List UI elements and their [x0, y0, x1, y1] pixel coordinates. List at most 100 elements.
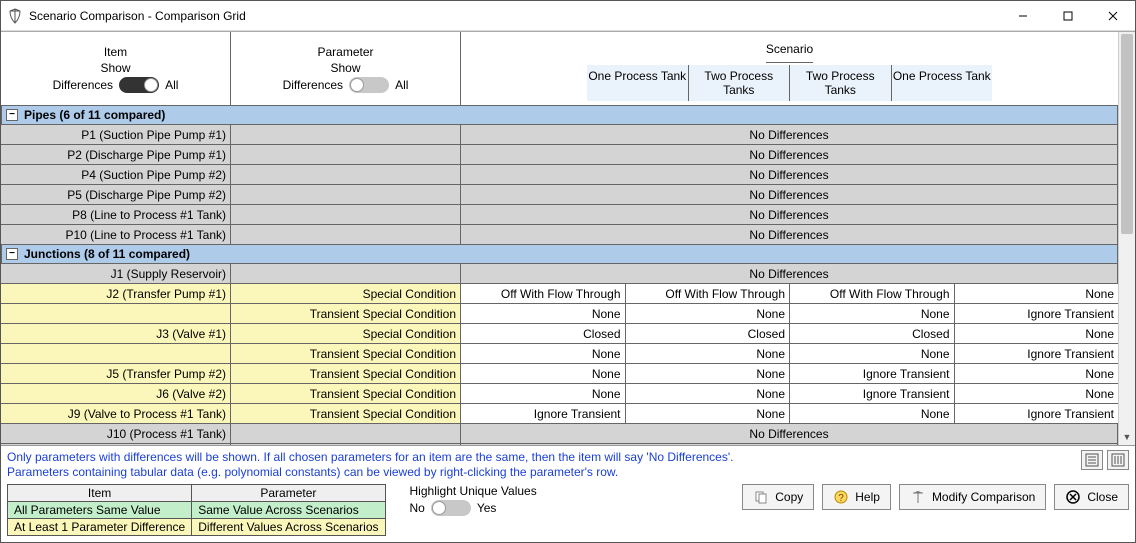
- value-cell: Off With Flow Through: [790, 284, 955, 303]
- expander-icon[interactable]: −: [6, 248, 18, 260]
- maximize-button[interactable]: [1045, 1, 1090, 30]
- legend-h1: Item: [8, 485, 192, 502]
- param-cell: Transient Special Condition: [231, 384, 461, 403]
- table-row: J1 (Supply Reservoir) No Differences: [1, 264, 1118, 284]
- value-cell: None: [626, 404, 791, 423]
- copy-icon: [753, 489, 769, 505]
- table-row: J10 (Process #1 Tank)No Differences: [1, 424, 1118, 444]
- param-cell: Special Condition: [231, 284, 461, 303]
- item-cell: [1, 304, 231, 323]
- legend-r2c2: Different Values Across Scenarios: [192, 519, 385, 536]
- highlight-no: No: [410, 501, 425, 515]
- svg-text:?: ?: [838, 493, 844, 504]
- header-parameter: Parameter Show Differences All: [231, 32, 461, 105]
- vertical-scrollbar[interactable]: ▲ ▼: [1118, 32, 1135, 445]
- legend-r2c1: At Least 1 Parameter Difference: [8, 519, 192, 536]
- value-cell: Ignore Transient: [955, 404, 1119, 423]
- table-row: J3 (Valve #1)Special Condition ClosedClos…: [1, 324, 1118, 344]
- nodiff-cell: No Differences: [461, 225, 1118, 244]
- nodiff-cell: No Differences: [461, 165, 1118, 184]
- value-cell: None: [955, 284, 1119, 303]
- scenario-column-header[interactable]: Two Process Tanks: [689, 65, 791, 101]
- value-cell: None: [626, 304, 791, 323]
- item-show-differences-label: Differences: [53, 78, 113, 92]
- highlight-yes: Yes: [477, 501, 497, 515]
- window-title: Scenario Comparison - Comparison Grid: [29, 9, 1000, 23]
- param-cell: Special Condition: [231, 324, 461, 343]
- scenario-column-header[interactable]: One Process Tank: [587, 65, 689, 101]
- value-cell: None: [461, 304, 626, 323]
- table-row: P1 (Suction Pipe Pump #1)No Differences: [1, 125, 1118, 145]
- table-row: J5 (Transfer Pump #2)Transient Special C…: [1, 364, 1118, 384]
- param-cell: [231, 125, 461, 144]
- item-cell: P5 (Discharge Pipe Pump #2): [1, 185, 231, 204]
- minimize-button[interactable]: [1000, 1, 1045, 30]
- parameter-show-toggle[interactable]: [349, 77, 389, 93]
- param-cell: [231, 145, 461, 164]
- nodiff-cell: No Differences: [461, 185, 1118, 204]
- nodiff-cell: No Differences: [461, 424, 1118, 443]
- value-cell: Ignore Transient: [955, 304, 1119, 323]
- close-button[interactable]: Close: [1054, 484, 1129, 510]
- item-cell: P8 (Line to Process #1 Tank): [1, 205, 231, 224]
- legend-table: ItemParameter All Parameters Same Value …: [7, 484, 386, 536]
- header-parameter-show: Show: [330, 61, 360, 75]
- item-cell: P10 (Line to Process #1 Tank): [1, 225, 231, 244]
- table-row: Transient Special ConditionNoneNoneNoneI…: [1, 304, 1118, 324]
- table-row: Transient Special ConditionNoneNoneNoneI…: [1, 344, 1118, 364]
- help-button-label: Help: [855, 490, 880, 504]
- table-row: P2 (Discharge Pipe Pump #1)No Difference…: [1, 145, 1118, 165]
- close-window-button[interactable]: [1090, 1, 1135, 30]
- nodiff-cell: No Differences: [461, 205, 1118, 224]
- param-cell: [231, 444, 461, 445]
- expand-icon-button[interactable]: [1107, 450, 1129, 470]
- value-cell: None: [626, 344, 791, 363]
- value-cell: None: [955, 384, 1119, 403]
- table-row: J9 (Valve to Process #1 Tank)Transient S…: [1, 404, 1118, 424]
- highlight-toggle[interactable]: [431, 500, 471, 516]
- scenario-column-header[interactable]: Two Process Tanks: [790, 65, 892, 101]
- item-cell: P4 (Suction Pipe Pump #2): [1, 165, 231, 184]
- help-icon: ?: [833, 489, 849, 505]
- value-cell: Closed: [790, 324, 955, 343]
- item-cell: J5 (Transfer Pump #2): [1, 364, 231, 383]
- modify-comparison-button[interactable]: Modify Comparison: [899, 484, 1046, 510]
- table-row: P10 (Line to Process #1 Tank) No Differen…: [1, 225, 1118, 245]
- grid-header: Item Show Differences All Parameter Show…: [1, 32, 1118, 106]
- info-text-1: Only parameters with differences will be…: [7, 450, 733, 465]
- item-show-all-label: All: [165, 78, 178, 92]
- highlight-label: Highlight Unique Values: [410, 484, 537, 498]
- app-window: Scenario Comparison - Comparison Grid It…: [0, 0, 1136, 543]
- item-cell: J9 (Valve to Process #1 Tank): [1, 404, 231, 423]
- group-label: Junctions (8 of 11 compared): [24, 247, 190, 261]
- param-cell: [231, 165, 461, 184]
- content-area: Item Show Differences All Parameter Show…: [1, 31, 1135, 445]
- value-cell: Closed: [626, 324, 791, 343]
- item-show-toggle[interactable]: [119, 77, 159, 93]
- item-cell: J6 (Valve #2): [1, 384, 231, 403]
- legend-r1c1: All Parameters Same Value: [8, 502, 192, 519]
- expander-icon[interactable]: −: [6, 109, 18, 121]
- item-cell: [1, 344, 231, 363]
- help-button[interactable]: ? Help: [822, 484, 891, 510]
- item-cell: J1 (Supply Reservoir): [1, 264, 231, 283]
- item-cell: J3 (Valve #1): [1, 324, 231, 343]
- param-cell: Transient Special Condition: [231, 404, 461, 423]
- copy-button[interactable]: Copy: [742, 484, 814, 510]
- close-button-label: Close: [1087, 490, 1118, 504]
- item-cell: J11 (Process #2 Tank): [1, 444, 231, 445]
- scrollbar-thumb[interactable]: [1121, 34, 1133, 234]
- scenario-column-header[interactable]: One Process Tank: [892, 65, 993, 101]
- modify-icon: [910, 489, 926, 505]
- group-row[interactable]: −Junctions (8 of 11 compared): [1, 245, 1118, 264]
- table-row: P4 (Suction Pipe Pump #2) No Differences: [1, 165, 1118, 185]
- header-item: Item Show Differences All: [1, 32, 231, 105]
- collapse-icon-button[interactable]: [1081, 450, 1103, 470]
- group-row[interactable]: −Pipes (6 of 11 compared): [1, 106, 1118, 125]
- nodiff-cell: No Differences: [461, 125, 1118, 144]
- value-cell: None: [461, 364, 626, 383]
- table-row: P5 (Discharge Pipe Pump #2) No Difference…: [1, 185, 1118, 205]
- nodiff-cell: No Differences: [461, 264, 1118, 283]
- param-cell: Transient Special Condition: [231, 304, 461, 323]
- item-cell: J2 (Transfer Pump #1): [1, 284, 231, 303]
